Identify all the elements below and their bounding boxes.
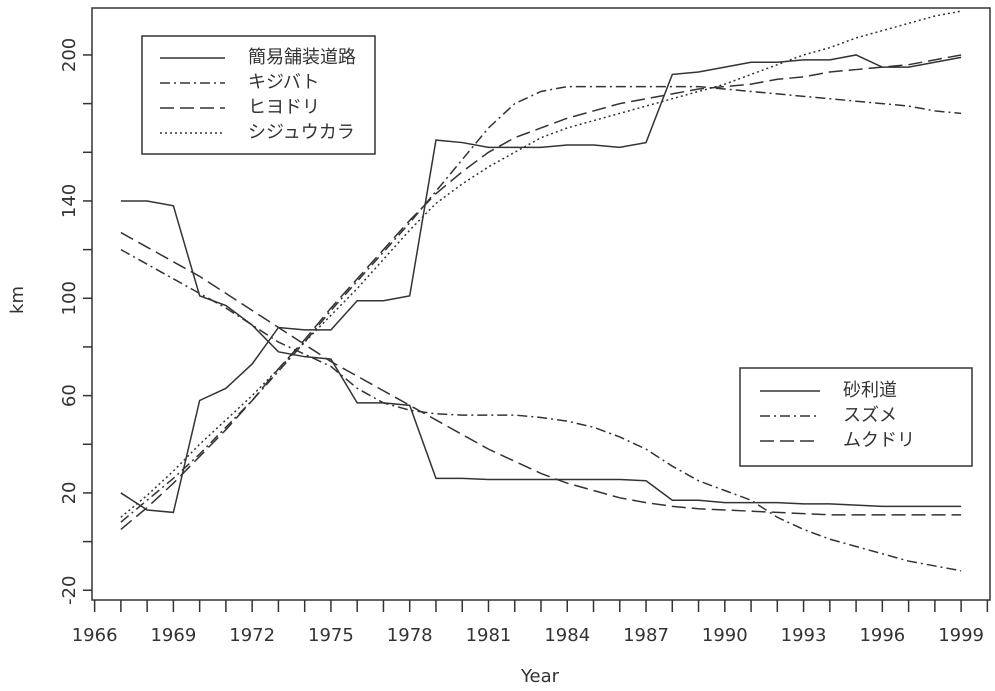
y-tick-label: 20 — [59, 481, 80, 504]
legend-label: キジバト — [248, 72, 319, 93]
y-tick-label: -20 — [59, 576, 80, 605]
y-tick-label: 60 — [59, 384, 80, 407]
legend-label: ムクドリ — [843, 430, 915, 451]
legend-label: ヒヨドリ — [248, 97, 320, 118]
y-axis-label: km — [7, 286, 28, 314]
series-line — [120, 54, 962, 514]
series-line — [120, 248, 962, 572]
x-tick-label: 1993 — [781, 625, 827, 646]
y-tick-label: 200 — [59, 38, 80, 72]
legend-label: 砂利道 — [843, 380, 897, 401]
x-tick-label: 1984 — [544, 625, 590, 646]
series-line — [120, 54, 962, 531]
series-line — [120, 231, 962, 516]
series-line — [120, 200, 962, 508]
x-tick-label: 1969 — [150, 625, 196, 646]
x-tick-label: 1981 — [466, 625, 512, 646]
legend-label: 簡易舗装道路 — [248, 47, 356, 68]
x-tick-label: 1975 — [308, 625, 354, 646]
x-tick-label: 1966 — [72, 625, 118, 646]
x-tick-label: 1990 — [702, 625, 748, 646]
x-tick-label: 1978 — [387, 625, 433, 646]
series-line — [120, 85, 962, 523]
x-tick-label: 1999 — [938, 625, 984, 646]
y-tick-label: 140 — [59, 184, 80, 218]
legend-label: スズメ — [843, 405, 897, 426]
x-tick-label: 1972 — [229, 625, 275, 646]
legend-box — [141, 35, 376, 155]
x-axis-label: Year — [520, 666, 560, 687]
x-tick-label: 1996 — [859, 625, 905, 646]
series-line — [120, 10, 962, 518]
y-tick-label: 100 — [59, 281, 80, 315]
legend-box — [739, 367, 973, 467]
legend-label: シジュウカラ — [248, 122, 355, 143]
x-tick-label: 1987 — [623, 625, 669, 646]
